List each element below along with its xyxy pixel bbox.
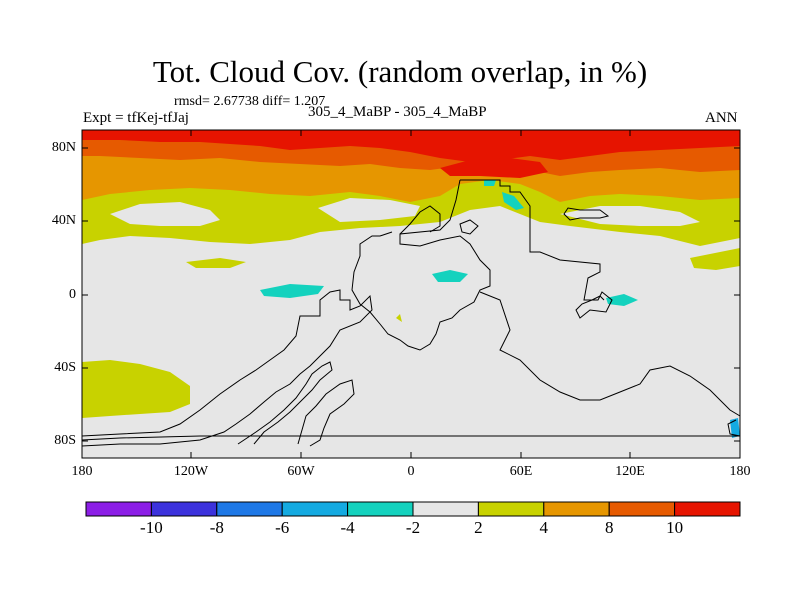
field-gap-atlantic bbox=[318, 198, 420, 222]
field-patch-yellow-southern bbox=[82, 360, 190, 418]
colorbar-swatch bbox=[347, 501, 414, 517]
experiment-line: Expt = tfKej-tfJaj bbox=[83, 110, 189, 126]
colorbar bbox=[85, 501, 741, 517]
colorbar-label: 4 bbox=[539, 518, 549, 537]
y-tick-label: 80S bbox=[54, 433, 76, 448]
colorbar-swatch bbox=[608, 501, 676, 517]
stats-line: rmsd= 2.67738 diff= 1.207 bbox=[174, 94, 326, 109]
x-tick-label: 60W bbox=[287, 464, 315, 479]
colorbar-swatch bbox=[281, 501, 349, 517]
colorbar-swatch bbox=[543, 501, 610, 517]
season-label: ANN bbox=[705, 110, 738, 126]
colorbar-swatch bbox=[85, 501, 152, 517]
coastlines bbox=[81, 179, 741, 447]
field-patch-cyan-2 bbox=[432, 270, 468, 282]
y-tick-label: 40S bbox=[54, 360, 76, 375]
field-patch-cyan-5 bbox=[484, 180, 496, 186]
field-patch-cyan-1 bbox=[260, 284, 324, 298]
field-gap-pacific bbox=[110, 202, 220, 226]
y-tick-label: 80N bbox=[51, 140, 76, 155]
colorbar-swatch bbox=[150, 501, 218, 517]
field-red-patch-asia bbox=[440, 158, 548, 178]
colorbar-label: -2 bbox=[405, 518, 421, 537]
colorbar-swatch bbox=[477, 501, 545, 517]
colorbar-label: 10 bbox=[666, 518, 684, 537]
colorbar-swatch bbox=[412, 501, 479, 517]
field-patch-cyan-4 bbox=[502, 192, 524, 210]
field-patch-cyan-3 bbox=[606, 294, 638, 306]
colorbar-swatch bbox=[674, 501, 741, 517]
colorbar-label: -6 bbox=[275, 518, 290, 537]
colorbar-label: -4 bbox=[340, 518, 355, 537]
y-tick-label: 40N bbox=[51, 213, 76, 228]
y-tick-label: 0 bbox=[69, 287, 76, 302]
field-patch-cyan-6 bbox=[730, 418, 740, 438]
colorbar-label: -8 bbox=[209, 518, 224, 537]
colorbar-label: 2 bbox=[474, 518, 483, 537]
field-patch-yellow-3 bbox=[396, 314, 402, 322]
field-gap-eurasia bbox=[560, 206, 700, 226]
x-tick-label: 120E bbox=[615, 464, 645, 479]
case-line: 305_4_MaBP - 305_4_MaBP bbox=[308, 104, 487, 120]
colorbar-swatch bbox=[216, 501, 283, 517]
axis-tick-marks bbox=[81, 130, 741, 458]
x-tick-label: 0 bbox=[407, 464, 415, 479]
field-band-red bbox=[82, 130, 740, 162]
x-tick-label: 180 bbox=[729, 464, 751, 479]
field-patch-yellow-2 bbox=[690, 248, 740, 270]
x-tick-label: 60E bbox=[509, 464, 533, 479]
x-tick-label: 180 bbox=[71, 464, 93, 479]
map-panel bbox=[81, 129, 741, 459]
colorbar-label: -10 bbox=[140, 518, 163, 537]
map-title: Tot. Cloud Cov. (random overlap, in %) bbox=[152, 54, 648, 89]
x-tick-label: 120W bbox=[173, 464, 209, 479]
field-patch-yellow-1 bbox=[186, 258, 246, 268]
colorbar-label: 8 bbox=[604, 518, 614, 537]
